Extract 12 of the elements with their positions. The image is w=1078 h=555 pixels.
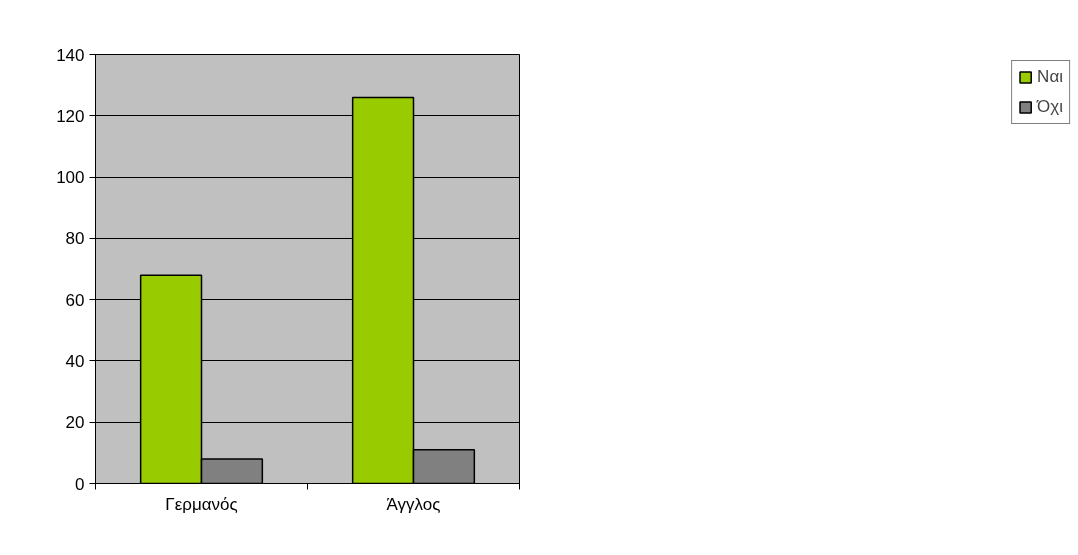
y-tick-label: 140 [56,45,85,65]
y-tick-label: 0 [75,474,85,494]
x-tick-label: Άγγλος [386,494,441,514]
y-tick-label: 120 [56,106,85,126]
legend-label: Ναι [1037,67,1063,87]
y-tick-label: 40 [65,351,85,371]
y-tick-label: 80 [65,229,85,249]
legend-label: Όχι [1037,97,1063,117]
x-tick-label: Γερμανός [165,494,238,514]
y-tick-label: 20 [65,413,85,433]
y-tick-label: 100 [56,168,85,188]
y-tick-label: 60 [65,290,85,310]
